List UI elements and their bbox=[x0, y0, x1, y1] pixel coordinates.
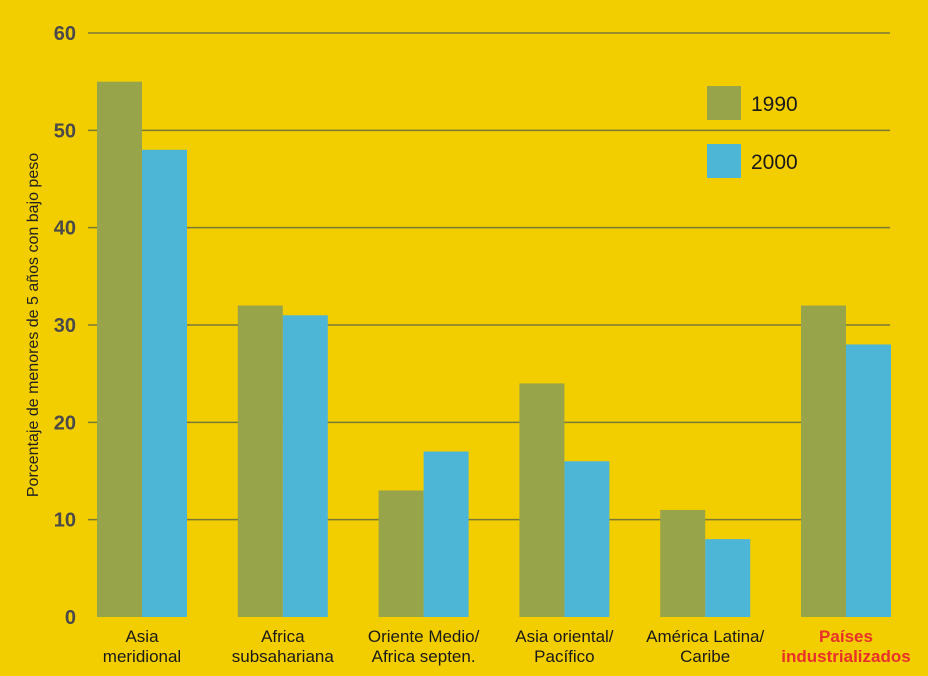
category-label: América Latina/ bbox=[646, 627, 764, 646]
legend: 1990 2000 bbox=[707, 86, 798, 178]
bar-2000 bbox=[142, 149, 187, 618]
bar-1990 bbox=[801, 305, 846, 617]
category-label: Oriente Medio/ bbox=[368, 627, 480, 646]
category-label: subsahariana bbox=[232, 647, 335, 666]
bar-1990 bbox=[519, 383, 565, 617]
bar-1990 bbox=[97, 81, 142, 617]
bar-2000 bbox=[564, 461, 610, 617]
bar-2000 bbox=[846, 344, 891, 617]
category-label: industrializados bbox=[781, 647, 910, 666]
bar-2000 bbox=[705, 539, 751, 617]
category-label: meridional bbox=[103, 647, 181, 666]
category-label: Africa bbox=[261, 627, 305, 646]
category-label: Africa septen. bbox=[372, 647, 476, 666]
legend-label-2000: 2000 bbox=[751, 151, 798, 174]
bar-1990 bbox=[237, 305, 283, 617]
category-label: Países bbox=[819, 627, 873, 646]
y-tick-label: 40 bbox=[54, 218, 76, 240]
y-axis-ticks: 0 10 20 30 40 50 60 bbox=[54, 23, 76, 629]
bar-1990 bbox=[660, 509, 706, 617]
y-tick-label: 20 bbox=[54, 412, 76, 434]
category-label: Asia oriental/ bbox=[515, 627, 614, 646]
y-tick-label: 30 bbox=[54, 315, 76, 337]
category-label: Asia bbox=[125, 627, 159, 646]
y-tick-label: 60 bbox=[54, 23, 76, 45]
gridlines bbox=[88, 32, 890, 521]
bars bbox=[97, 81, 891, 618]
legend-swatch-1990 bbox=[707, 86, 741, 120]
y-tick-label: 10 bbox=[54, 510, 76, 532]
category-label: Pacífico bbox=[534, 647, 594, 666]
bar-1990 bbox=[378, 490, 424, 617]
category-label: Caribe bbox=[680, 647, 730, 666]
y-tick-label: 0 bbox=[65, 607, 76, 629]
y-axis-label: Porcentaje de menores de 5 años con bajo… bbox=[25, 153, 42, 497]
y-tick-label: 50 bbox=[54, 120, 76, 142]
bar-2000 bbox=[423, 451, 469, 617]
legend-swatch-2000 bbox=[707, 144, 741, 178]
bar-2000 bbox=[282, 315, 328, 617]
legend-label-1990: 1990 bbox=[751, 93, 798, 116]
